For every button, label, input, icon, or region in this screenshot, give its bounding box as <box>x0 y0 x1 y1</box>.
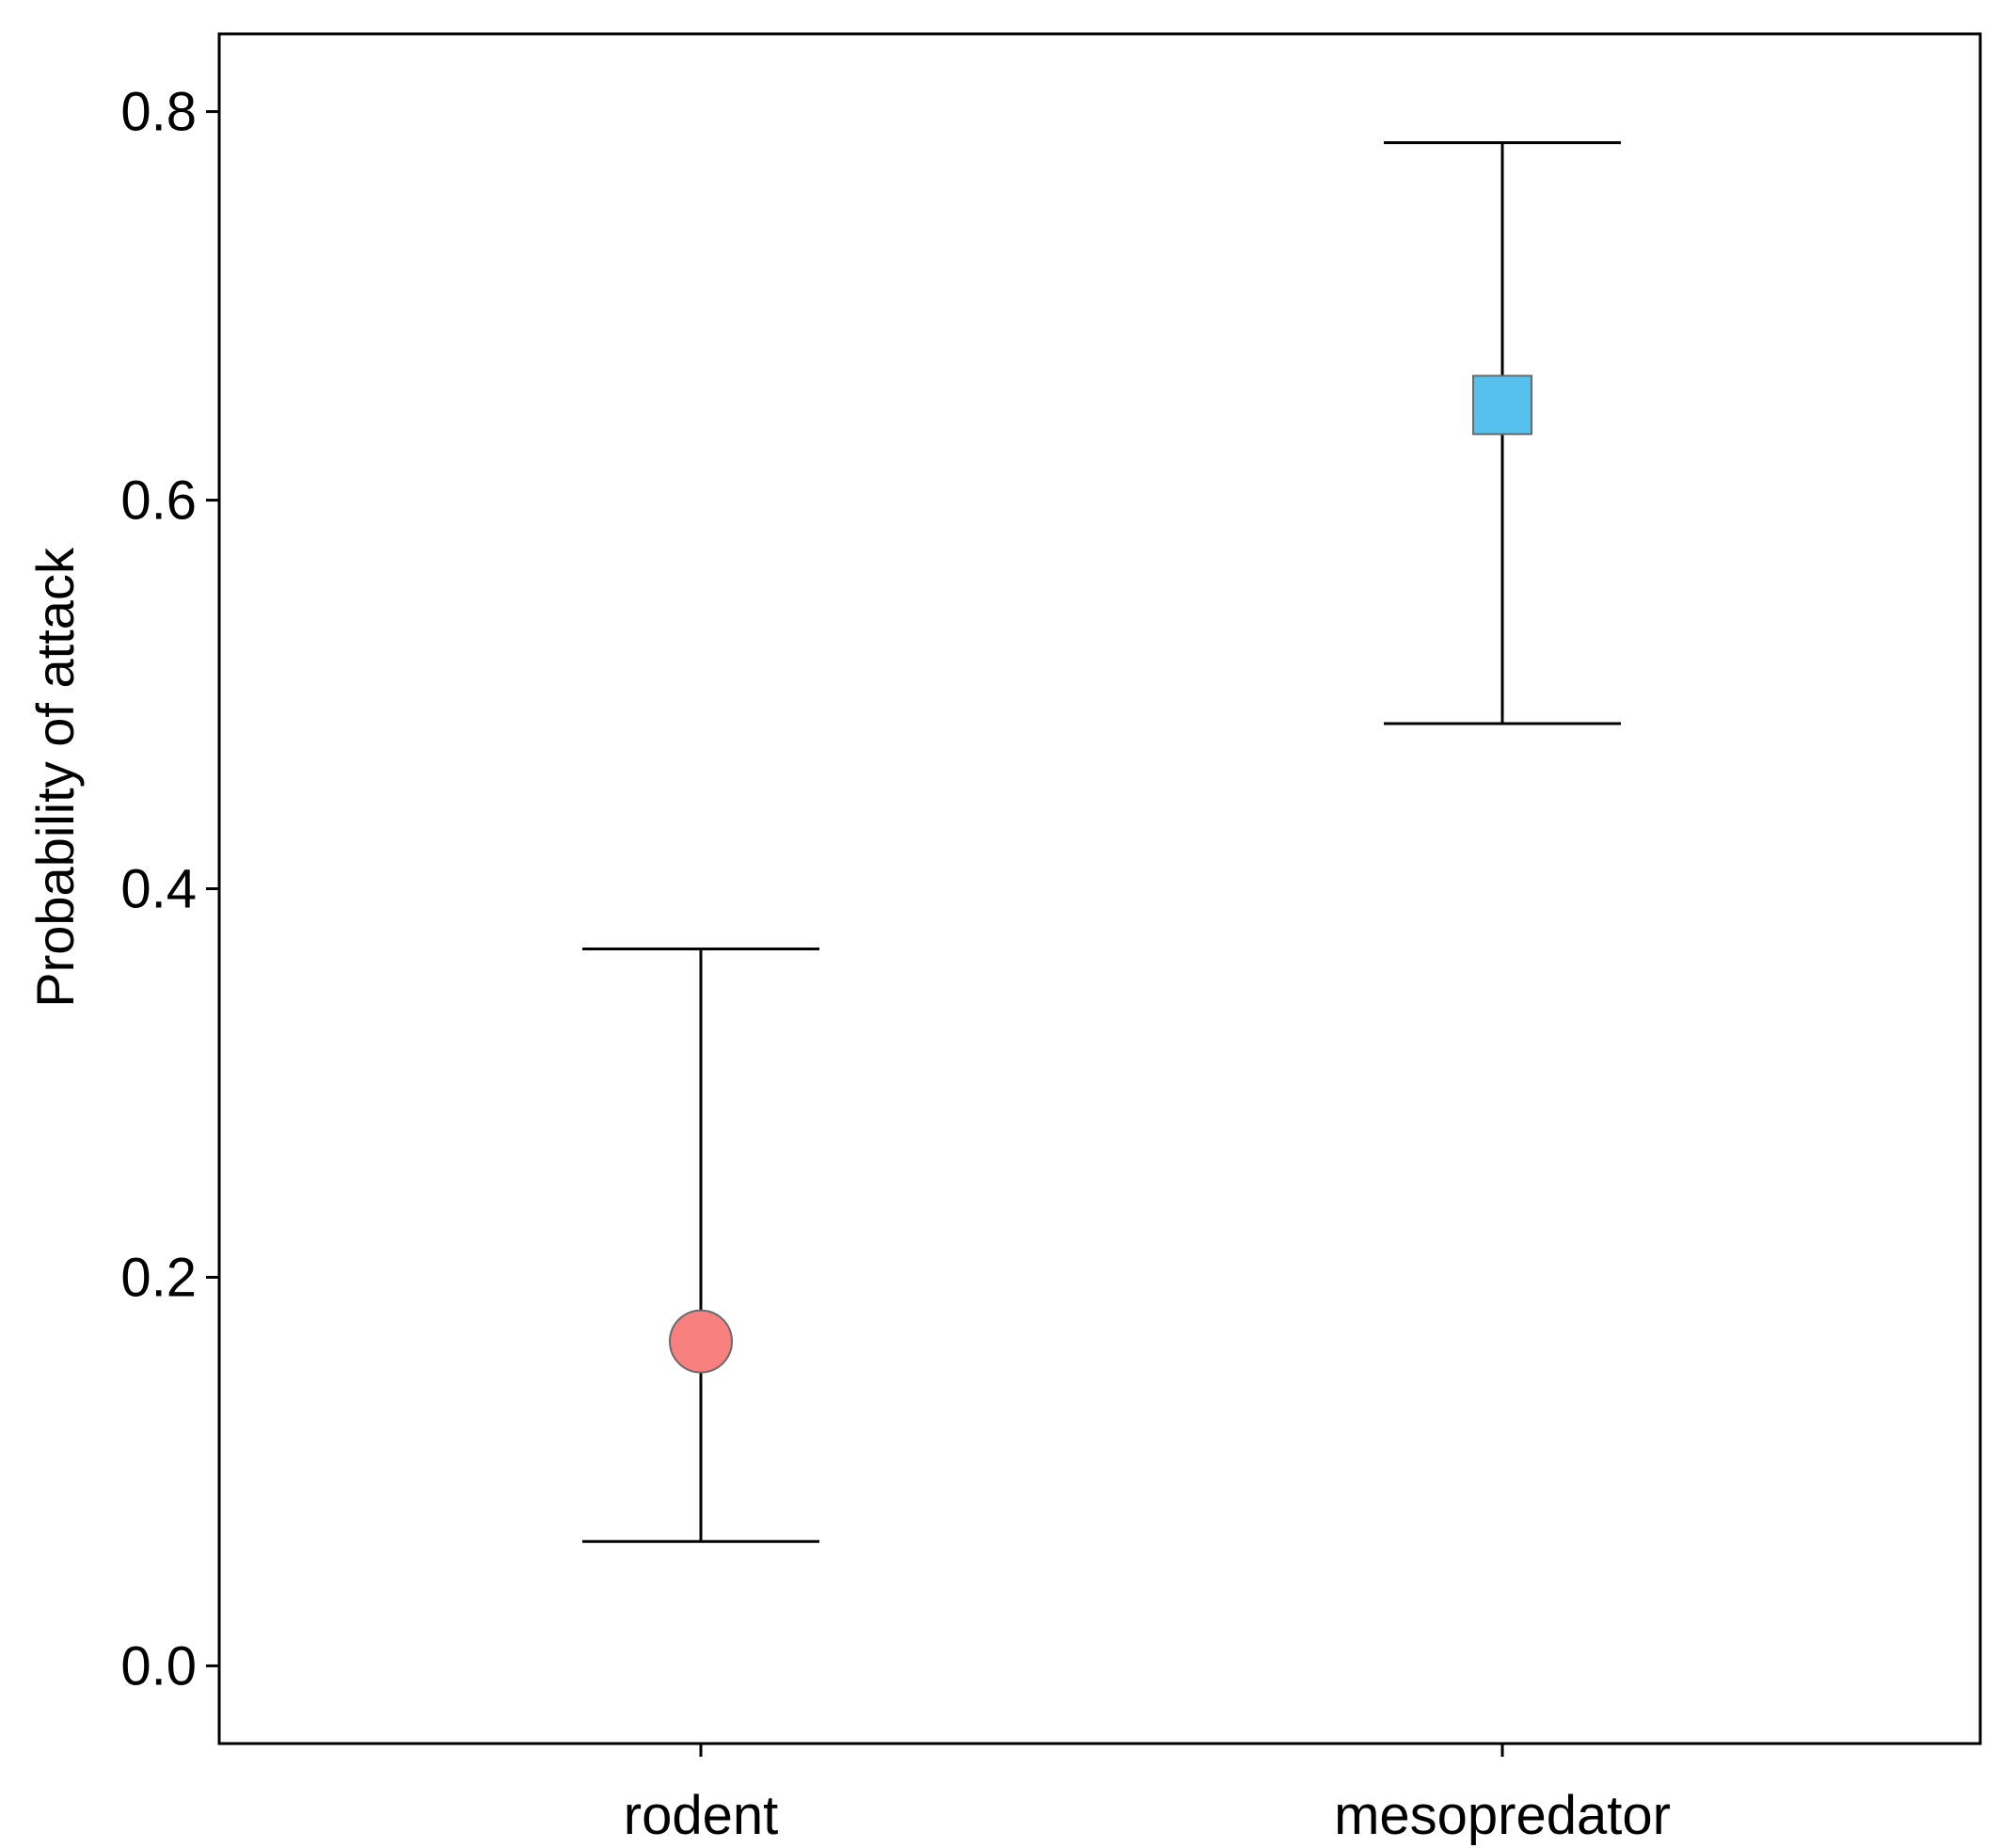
y-tick-label: 0.8 <box>120 82 197 143</box>
point-mesopredator <box>1472 374 1532 436</box>
y-tick-label: 0.6 <box>120 470 197 532</box>
y-tick-label: 0.2 <box>120 1247 197 1308</box>
y-tick-label: 0.4 <box>120 859 197 920</box>
x-tick-label-mesopredator: mesopredator <box>1334 1785 1671 1846</box>
point-rodent <box>669 1309 733 1374</box>
axis-ticks: 0.0 0.2 0.4 0.6 0.8 rodent mesopredator <box>120 82 1671 1846</box>
y-axis-title: Probability of attack <box>25 547 85 1008</box>
y-tick-label: 0.0 <box>120 1635 197 1697</box>
plot-frame <box>217 32 1982 1745</box>
x-tick-label-rodent: rodent <box>624 1785 778 1846</box>
data-marks <box>582 141 1621 1543</box>
